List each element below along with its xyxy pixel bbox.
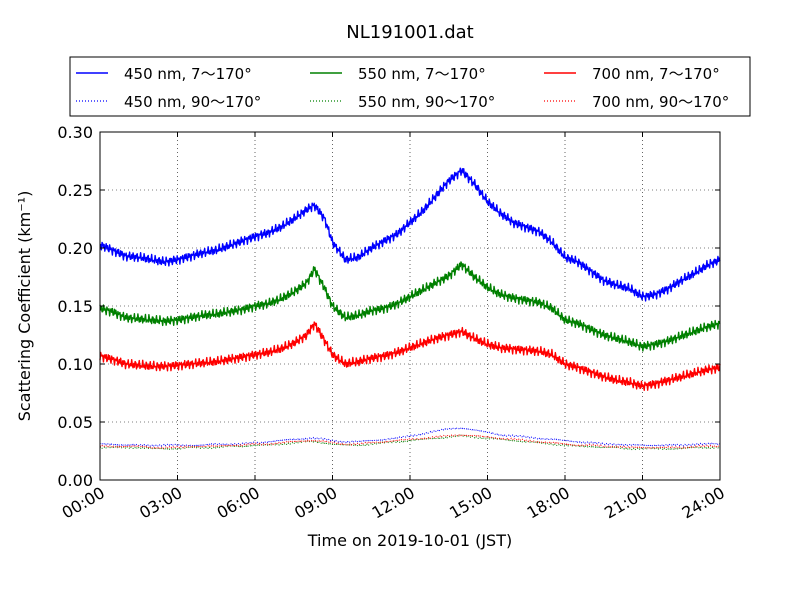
series-line — [99, 433, 721, 449]
legend-box — [69, 56, 751, 117]
x-tick-label: 03:00 — [136, 483, 185, 523]
x-tick-label: 18:00 — [524, 483, 573, 523]
legend-label: 550 nm, 7～170° — [358, 65, 486, 83]
series-line — [99, 261, 721, 352]
y-tick-label: 0.25 — [57, 181, 93, 200]
series-line — [99, 434, 721, 451]
x-tick-label: 15:00 — [446, 483, 495, 523]
legend-label: 700 nm, 7～170° — [592, 65, 720, 83]
x-tick-label: 21:00 — [601, 483, 650, 523]
x-tick-label: 12:00 — [369, 483, 418, 523]
y-tick-label: 0.30 — [57, 123, 93, 142]
chart-title: NL191001.dat — [346, 22, 473, 43]
x-tick-label: 09:00 — [291, 483, 340, 523]
legend-label: 550 nm, 90～170° — [358, 93, 495, 111]
series-line — [99, 167, 721, 302]
y-tick-label: 0.00 — [57, 471, 93, 490]
legend-label: 700 nm, 90～170° — [592, 93, 729, 111]
y-tick-label: 0.20 — [57, 239, 93, 258]
legend-label: 450 nm, 90～170° — [124, 93, 261, 111]
x-axis-label: Time on 2019-10-01 (JST) — [307, 531, 512, 550]
y-tick-label: 0.05 — [57, 413, 93, 432]
y-tick-label: 0.15 — [57, 297, 93, 316]
x-tick-label: 06:00 — [214, 483, 263, 523]
legend-label: 450 nm, 7～170° — [124, 65, 252, 83]
grid — [99, 131, 721, 481]
series-lines — [99, 167, 721, 451]
y-axis-label: Scattering Coefficient (km⁻¹) — [15, 191, 34, 422]
axis-ticks: 00:00 03:00 06:00 09:00 12:00 15:00 18:00 21:00… — [57, 123, 728, 523]
y-tick-label: 0.10 — [57, 355, 93, 374]
x-tick-label: 24:00 — [679, 483, 728, 523]
series-line — [99, 321, 721, 391]
legend: 450 nm, 7～170° 450 nm, 90～170° 550 nm, 7～1… — [69, 56, 751, 117]
